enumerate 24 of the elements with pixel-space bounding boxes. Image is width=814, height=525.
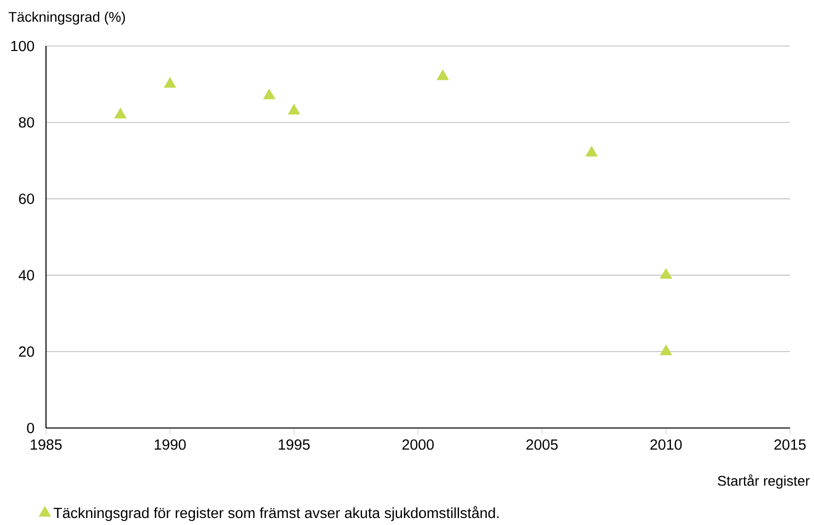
y-tick-label: 20 [19,346,34,357]
y-tick-label: 80 [18,117,34,128]
point [263,88,276,100]
x-tick-label: 1990 [154,439,186,450]
y-tick-label: 100 [11,40,34,52]
point [114,108,126,118]
x-tick-label: 2005 [526,439,558,450]
legend-label: Täckningsgrad för register som främst avser akuta sjukdomstillstånd. [54,506,499,521]
x-tick-label: 1985 [30,439,62,450]
point [164,77,176,88]
y-axis-title: Täckningsgrad (%) [8,11,125,24]
x-tick-label: 2010 [650,439,682,450]
x-axis-title: Startår register [718,474,810,488]
point [660,344,672,356]
y-tick-label: 40 [18,270,34,280]
x-tick-label: 2015 [774,439,806,450]
point [288,104,300,114]
x-tick-label: 2000 [402,439,434,450]
y-tick-label: 60 [19,193,34,204]
x-tick-label: 1995 [278,439,310,450]
point [586,146,598,156]
point [436,69,449,80]
point [660,268,672,279]
y-tick-label: 0 [27,422,34,434]
